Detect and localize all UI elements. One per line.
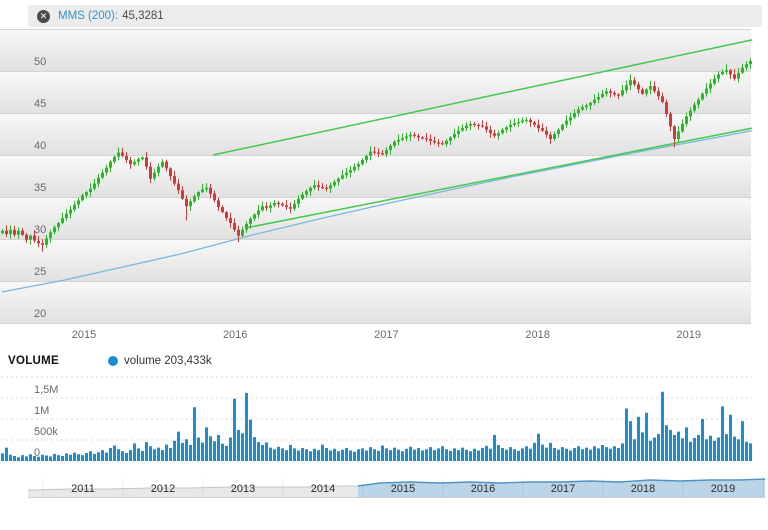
- volume-legend-dot-icon: [108, 356, 118, 366]
- price-plot-background: [0, 29, 751, 324]
- volume-series: [1, 391, 752, 461]
- volume-pane-title: VOLUME: [8, 355, 59, 367]
- navigator-unselected-edge: [28, 485, 358, 491]
- down-candle-bodies: [5, 70, 736, 245]
- indicator-value: 45,3281: [122, 10, 164, 22]
- navigator-selected-edge: [358, 478, 765, 487]
- navigator-selected-area[interactable]: [28, 479, 765, 498]
- lower-channel-line: [244, 127, 753, 229]
- close-icon[interactable]: ✕: [37, 9, 50, 23]
- volume-legend-label: volume 203,433k: [124, 355, 212, 367]
- indicator-name-label: MMS (200):: [58, 10, 119, 22]
- volume-pane-header: VOLUME volume 203,433k: [8, 354, 212, 368]
- indicator-legend-bar: ✕ MMS (200): 45,3281: [28, 5, 762, 27]
- mms200-line: [1, 129, 753, 293]
- upper-channel-line: [212, 39, 753, 156]
